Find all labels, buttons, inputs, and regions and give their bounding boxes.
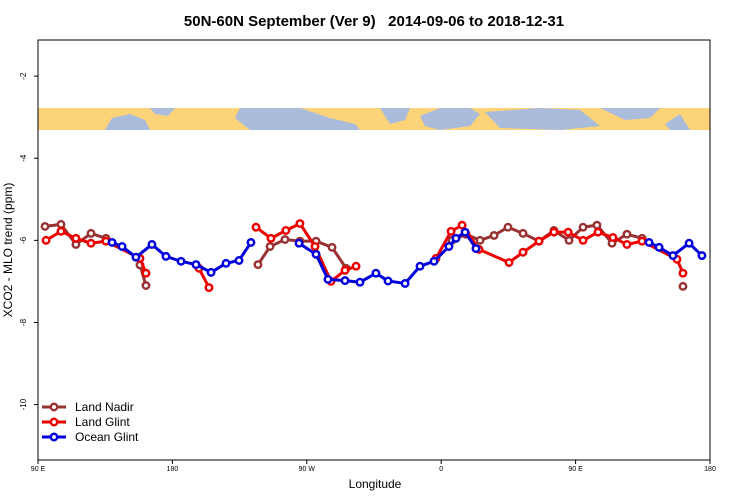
chart-title: 50N-60N September (Ver 9) 2014-09-06 to …	[184, 13, 564, 30]
point	[518, 228, 528, 238]
point	[176, 256, 186, 266]
point	[141, 281, 151, 290]
x-tick-label: 180	[704, 466, 716, 473]
point	[56, 226, 66, 236]
point	[41, 235, 51, 245]
point	[253, 260, 263, 270]
point	[654, 242, 664, 252]
point	[678, 268, 688, 278]
point	[86, 228, 96, 238]
x-tick-label: 90 E	[568, 466, 583, 473]
point	[518, 247, 528, 257]
point	[457, 220, 467, 230]
point	[534, 236, 544, 246]
point	[311, 249, 321, 259]
point	[294, 238, 304, 248]
y-tick-label: -4	[19, 154, 28, 162]
point	[221, 258, 231, 268]
point	[323, 274, 333, 284]
point	[678, 281, 688, 291]
point	[56, 219, 66, 229]
legend-marker	[49, 432, 59, 442]
point	[351, 261, 361, 271]
point	[340, 265, 350, 275]
point	[71, 233, 81, 243]
legend-label: Land Glint	[75, 415, 130, 429]
point	[563, 227, 573, 237]
point	[40, 221, 50, 231]
point	[161, 251, 171, 261]
point	[592, 220, 602, 230]
point	[504, 258, 514, 267]
point	[295, 219, 305, 228]
point	[684, 238, 694, 248]
point	[503, 222, 513, 232]
y-tick-label: -8	[19, 318, 28, 326]
legend-marker	[49, 402, 59, 412]
x-tick-label: 0	[439, 466, 443, 473]
point	[697, 251, 707, 260]
point	[622, 240, 632, 249]
point	[327, 242, 337, 252]
point	[246, 237, 256, 247]
x-tick-label: 90 E	[31, 466, 46, 473]
point	[475, 235, 485, 245]
point	[415, 261, 425, 271]
y-tick-label: -2	[19, 72, 28, 80]
point	[191, 260, 201, 270]
legend-label: Ocean Glint	[75, 430, 139, 444]
x-tick-label: 90 W	[299, 466, 316, 473]
point	[107, 237, 117, 247]
point	[141, 268, 151, 278]
map-land	[105, 108, 690, 130]
y-axis-label: XCO2 - MLO trend (ppm)	[1, 183, 15, 318]
map-strip	[38, 108, 710, 130]
point	[637, 236, 647, 246]
point	[355, 277, 365, 287]
point	[668, 251, 678, 260]
point	[451, 233, 461, 243]
point	[86, 238, 96, 248]
point	[489, 230, 499, 240]
point	[593, 227, 603, 237]
legend-label: Land Nadir	[75, 400, 134, 414]
x-tick-label: 180	[167, 466, 179, 473]
point	[622, 229, 632, 239]
point	[446, 226, 456, 236]
point	[251, 222, 261, 232]
point	[444, 242, 454, 251]
point	[117, 242, 127, 251]
point	[383, 276, 393, 286]
point	[310, 242, 320, 251]
point	[460, 227, 470, 237]
point	[206, 267, 216, 277]
point	[265, 242, 275, 251]
legend-marker	[49, 417, 59, 427]
point	[400, 279, 410, 288]
point	[204, 283, 214, 293]
point	[280, 235, 290, 244]
point	[266, 233, 276, 243]
point	[340, 276, 350, 286]
y-tick-label: -10	[19, 398, 28, 410]
point	[429, 256, 439, 266]
point	[578, 222, 588, 232]
y-tick-label: -6	[19, 236, 28, 244]
plot-frame	[37, 39, 711, 461]
x-axis-label: Longitude	[349, 477, 402, 491]
point	[608, 233, 618, 242]
point	[549, 227, 559, 237]
point	[471, 244, 481, 254]
point	[564, 235, 574, 245]
point	[281, 226, 291, 235]
point	[234, 256, 244, 265]
point	[131, 252, 141, 262]
point	[644, 237, 654, 247]
point	[371, 268, 381, 278]
point	[147, 240, 157, 249]
point	[578, 235, 588, 245]
